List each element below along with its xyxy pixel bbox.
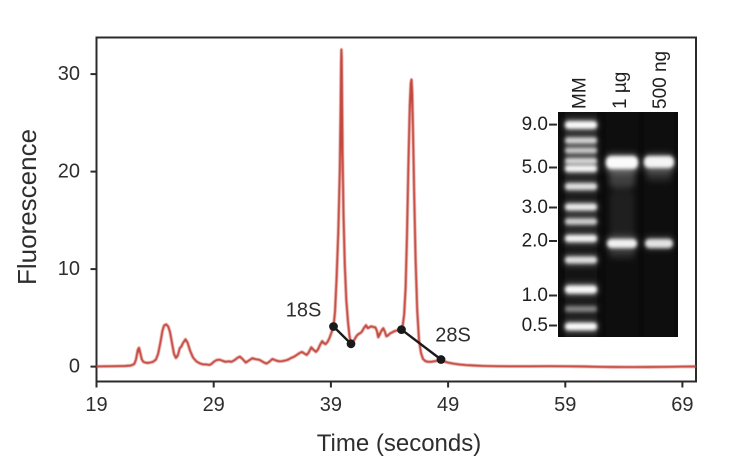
svg-text:5.0: 5.0 (522, 157, 548, 178)
svg-text:1.0: 1.0 (522, 285, 548, 306)
svg-text:9.0: 9.0 (522, 114, 548, 135)
svg-text:MM: MM (570, 77, 591, 109)
svg-text:39: 39 (320, 394, 342, 416)
svg-text:69: 69 (671, 394, 693, 416)
svg-text:30: 30 (58, 63, 80, 85)
svg-text:28S: 28S (435, 325, 471, 347)
svg-text:Time (seconds): Time (seconds) (317, 430, 481, 457)
svg-text:29: 29 (203, 394, 225, 416)
svg-text:1 µg: 1 µg (610, 72, 631, 109)
svg-text:10: 10 (58, 258, 80, 280)
svg-text:0: 0 (69, 356, 80, 378)
svg-text:2.0: 2.0 (522, 231, 548, 252)
svg-text:Fluorescence: Fluorescence (12, 129, 42, 285)
svg-text:3.0: 3.0 (522, 197, 548, 218)
svg-text:0.5: 0.5 (522, 315, 548, 336)
svg-text:59: 59 (554, 394, 576, 416)
svg-text:19: 19 (85, 394, 107, 416)
svg-text:500 ng: 500 ng (650, 51, 671, 109)
svg-text:49: 49 (437, 394, 459, 416)
svg-text:20: 20 (58, 161, 80, 183)
svg-text:18S: 18S (286, 300, 322, 322)
